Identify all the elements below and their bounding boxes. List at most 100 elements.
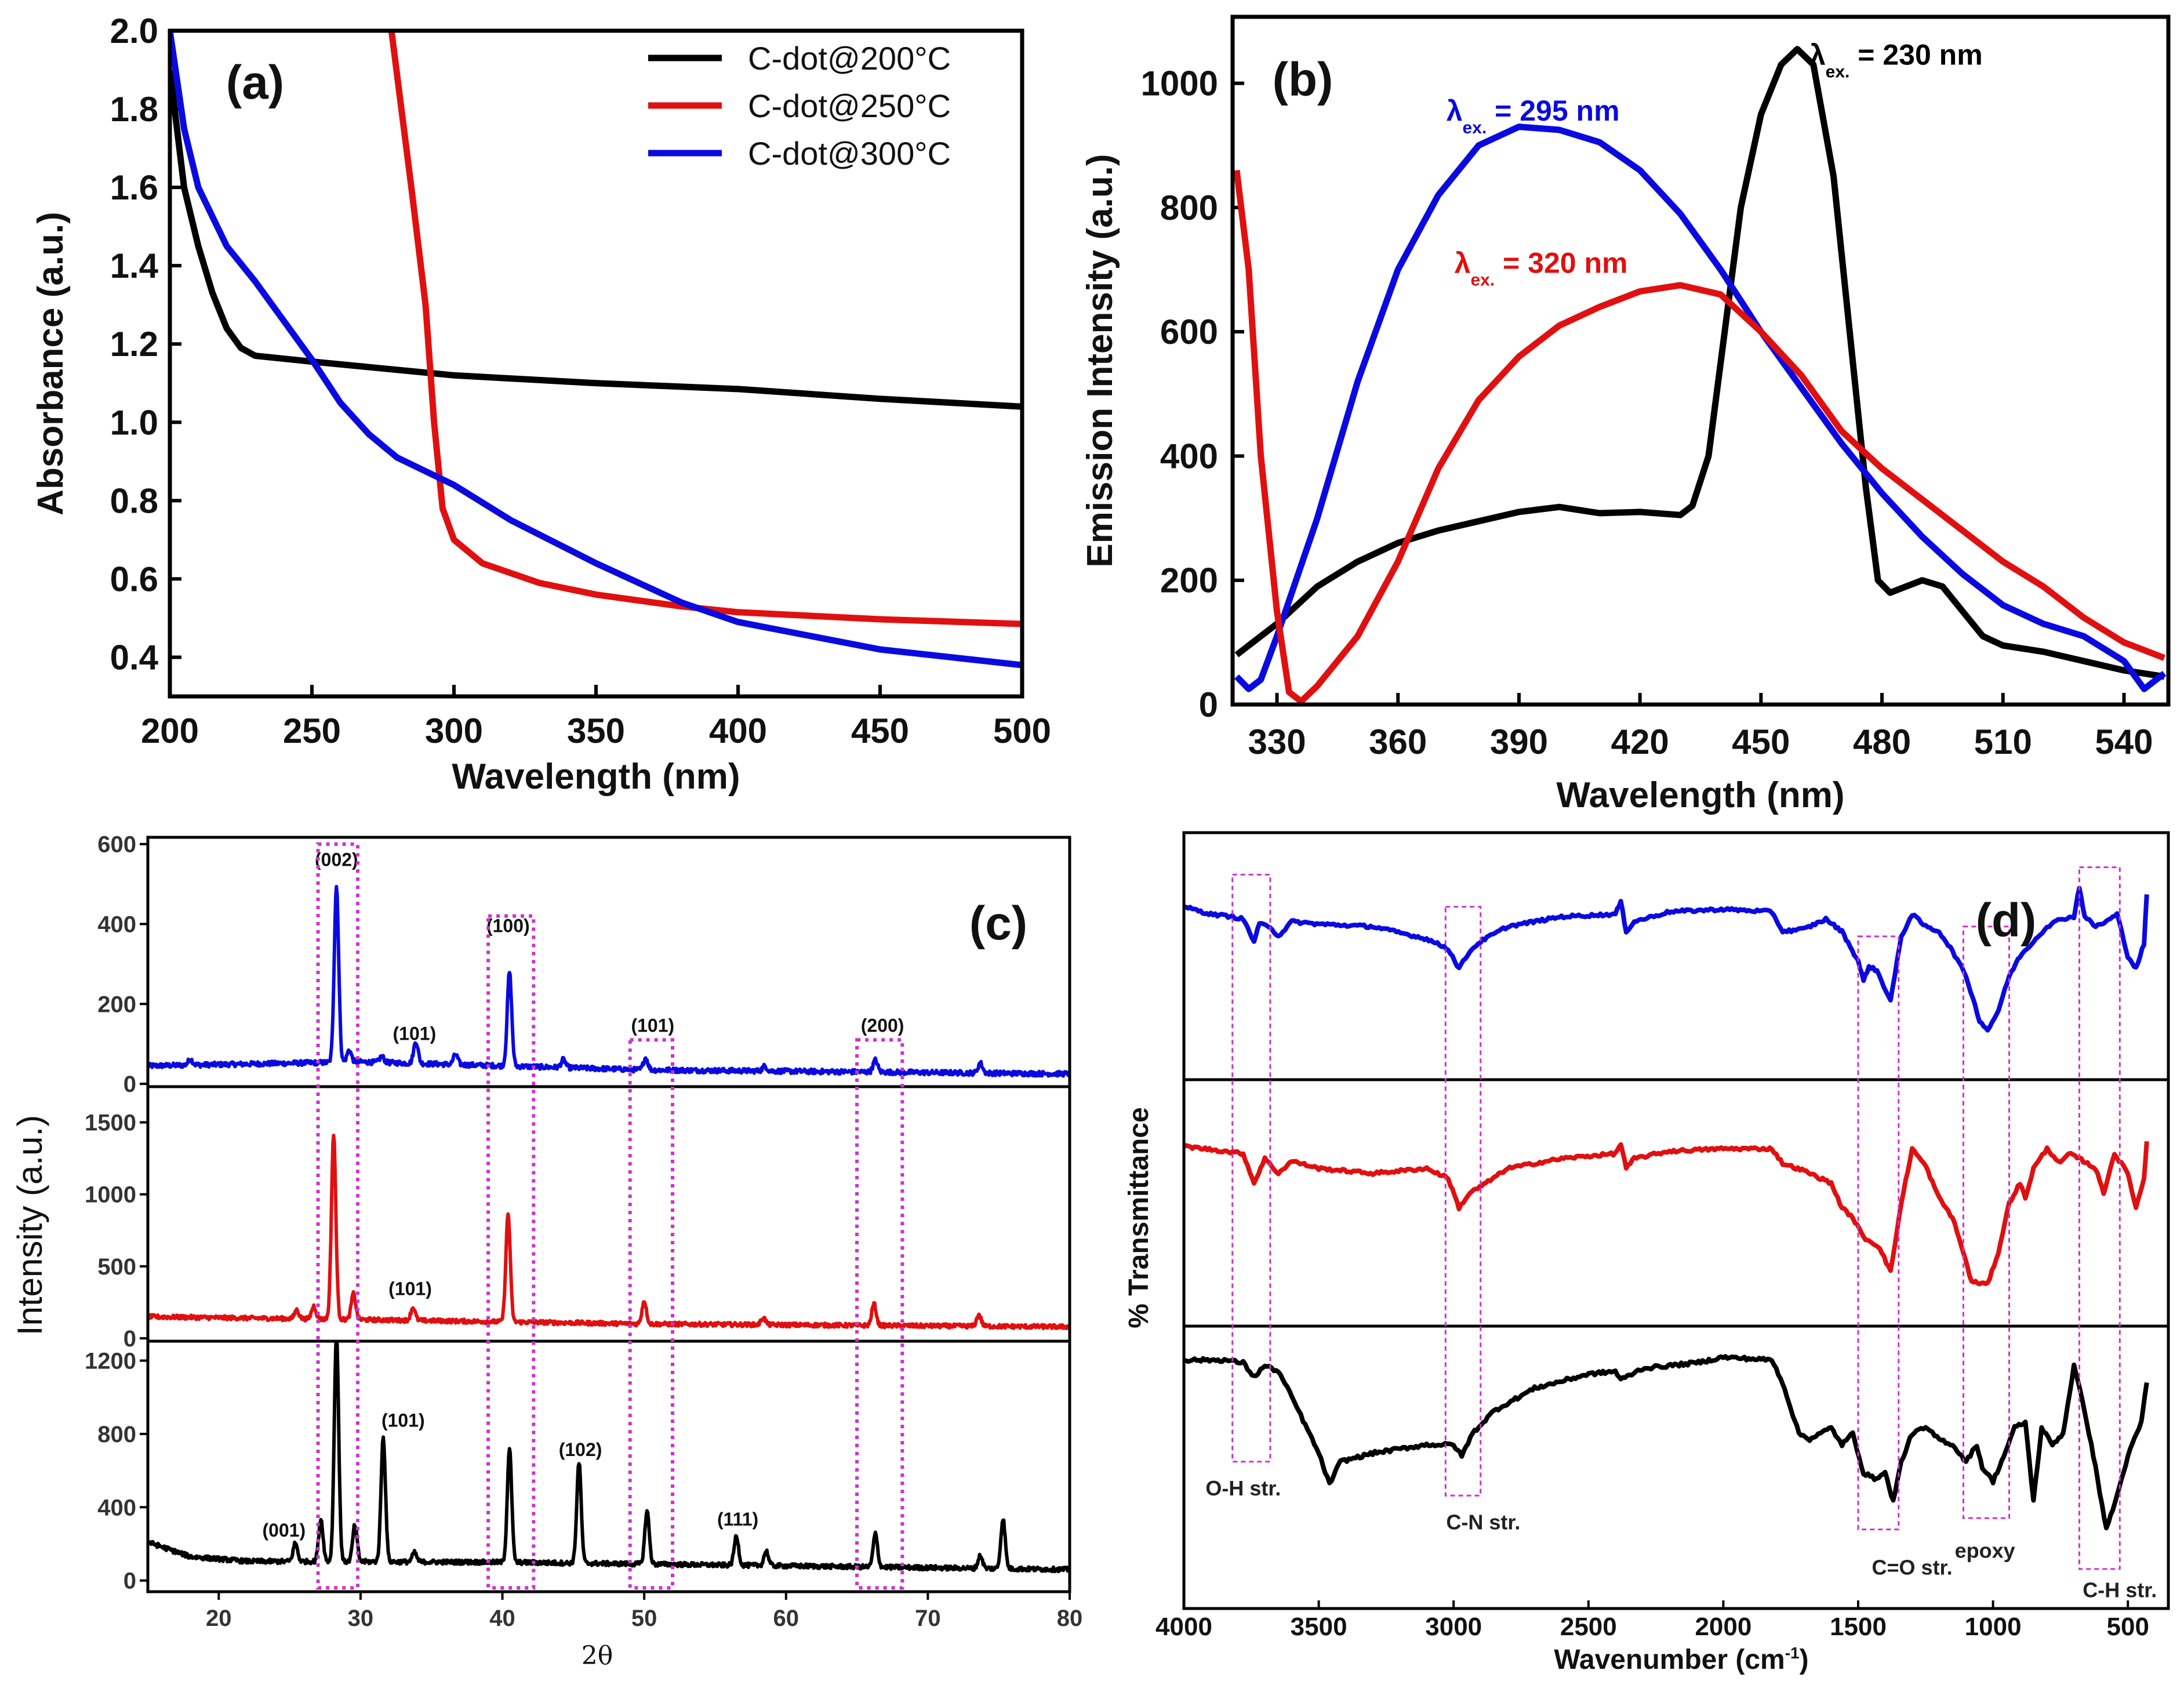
x-tick-label: 3000 — [1425, 1613, 1482, 1641]
y-tick-label: 0 — [123, 1072, 136, 1097]
x-tick-label: 540 — [2095, 722, 2153, 761]
y-tick-label: 400 — [97, 912, 136, 938]
x-tick-label: 70 — [915, 1606, 941, 1631]
x-tick-label: 360 — [1369, 722, 1427, 761]
peak-label: (200) — [861, 1015, 904, 1036]
y-axis-label: Emission Intensity (a.u.) — [1080, 154, 1120, 567]
peak-label: (101) — [393, 1023, 437, 1044]
annotation-text: = 230 nm — [1849, 38, 1982, 71]
panel-label: (c) — [969, 897, 1027, 950]
y-axis-label: Intensity (a.u.) — [10, 1115, 49, 1335]
y-tick-label: 1000 — [1141, 64, 1218, 103]
legend-label: C-dot@200°C — [748, 40, 951, 77]
x-tick-label: 420 — [1611, 722, 1669, 761]
x-tick-label: 20 — [206, 1606, 232, 1631]
x-axis-label-part: Wavenumber (cm — [1554, 1644, 1785, 1675]
subscript: ex. — [1470, 270, 1495, 289]
subscript: ex. — [1826, 62, 1850, 81]
y-tick-label: 1.8 — [110, 90, 158, 129]
band-label: C-N str. — [1446, 1511, 1520, 1534]
subplot-frame — [1182, 1324, 2170, 1610]
lambda-symbol: λ — [1447, 95, 1463, 127]
y-tick-label: 200 — [97, 992, 136, 1017]
series-line-red — [388, 31, 1022, 627]
series-annotation: λex. = 295 nm — [1447, 95, 1620, 137]
panel-b: 330 360 390 420 450 480 510 540 0 200 400 600 800 100… — [1080, 14, 2171, 815]
y-tick-label: 0 — [123, 1326, 136, 1352]
y-tick-label: 200 — [1160, 561, 1218, 600]
highlight-box — [628, 1038, 675, 1590]
y-tick-label: 400 — [1160, 437, 1218, 475]
band-label: C-H str. — [2083, 1578, 2157, 1602]
y-tick-label: 1.4 — [110, 246, 159, 285]
xrd-pattern-blue — [148, 885, 1070, 1078]
highlight-box — [2078, 866, 2121, 1570]
y-tick-label: 800 — [1160, 188, 1218, 227]
x-tick-label: 450 — [851, 711, 909, 750]
x-axis-label: Wavenumber (cm-1) — [1554, 1644, 1808, 1675]
x-tick-label: 50 — [631, 1606, 657, 1631]
x-tick-label: 350 — [567, 711, 625, 750]
annotation-text: = 320 nm — [1495, 246, 1627, 279]
y-tick-label: 0.6 — [110, 560, 158, 598]
x-axis-label-part: ) — [1800, 1644, 1809, 1675]
peak-label: (101) — [631, 1015, 674, 1036]
x-tick-label: 450 — [1732, 722, 1790, 761]
x-tick-label: 80 — [1057, 1606, 1083, 1631]
y-tick-label: 1200 — [85, 1348, 136, 1374]
highlight-box — [1444, 906, 1482, 1497]
series-annotation: λex. = 320 nm — [1455, 246, 1628, 289]
y-tick-label: 0.8 — [110, 481, 158, 520]
series-line-blue — [1234, 124, 2167, 692]
x-tick-label: 400 — [709, 711, 767, 750]
x-tick-label: 40 — [489, 1606, 515, 1631]
subplot-black — [1182, 1324, 2170, 1610]
peak-label: (101) — [381, 1410, 425, 1431]
y-tick-label: 1.6 — [110, 168, 158, 207]
series-line-black — [170, 69, 1022, 410]
y-tick-label: 1000 — [85, 1182, 136, 1208]
x-axis-label: Wavelength (nm) — [452, 757, 740, 797]
lambda-symbol: λ — [1809, 38, 1826, 71]
highlight-box — [855, 1038, 904, 1590]
subscript: ex. — [1463, 118, 1487, 137]
highlight-box — [486, 914, 536, 1590]
x-tick-label: 300 — [425, 711, 483, 750]
x-tick-label: 1000 — [1965, 1613, 2022, 1641]
highlight-box — [316, 842, 360, 1590]
series-line-blue — [170, 31, 1022, 669]
peak-label: (002) — [315, 849, 358, 870]
x-tick-label: 480 — [1853, 722, 1911, 761]
plot-frame — [168, 28, 1024, 699]
xrd-pattern-black — [148, 1341, 1070, 1574]
band-label: epoxy — [1955, 1538, 2015, 1562]
peak-label: (102) — [559, 1439, 602, 1460]
x-tick-label: 1500 — [1830, 1613, 1887, 1641]
subplot-frame — [146, 1339, 1071, 1593]
peak-label: (100) — [486, 915, 530, 936]
panel-d: O-H str. C-N str. C=O str.epoxy C-H str. 400… — [1124, 831, 2170, 1675]
lambda-symbol: λ — [1455, 246, 1471, 279]
peak-label: (101) — [388, 1279, 432, 1299]
x-tick-label: 390 — [1490, 722, 1548, 761]
peak-label: (111) — [717, 1509, 758, 1530]
y-axis-label: Absorbance (a.u.) — [31, 212, 71, 515]
series-line-black — [1234, 46, 2165, 680]
y-tick-label: 1.2 — [110, 325, 158, 364]
y-tick-label: 0.4 — [110, 638, 159, 677]
x-axis-label: Wavelength (nm) — [1556, 775, 1844, 815]
y-tick-label: 2.0 — [110, 12, 158, 50]
ftir-spectrum-red — [1184, 1141, 2149, 1287]
x-tick-label: 330 — [1248, 722, 1306, 761]
x-tick-label: 500 — [2107, 1613, 2149, 1641]
ftir-spectrum-black — [1184, 1354, 2149, 1531]
y-tick-label: 600 — [1160, 313, 1218, 351]
xrd-pattern-red — [148, 1134, 1070, 1331]
series-annotation: λex. = 230 nm — [1809, 38, 1983, 81]
x-tick-label: 510 — [1974, 722, 2032, 761]
y-tick-label: 600 — [97, 832, 136, 858]
y-tick-label: 0 — [1199, 685, 1218, 724]
panel-label: (a) — [226, 56, 284, 109]
legend: C-dot@200°C C-dot@250°C C-dot@300°C — [648, 40, 951, 172]
